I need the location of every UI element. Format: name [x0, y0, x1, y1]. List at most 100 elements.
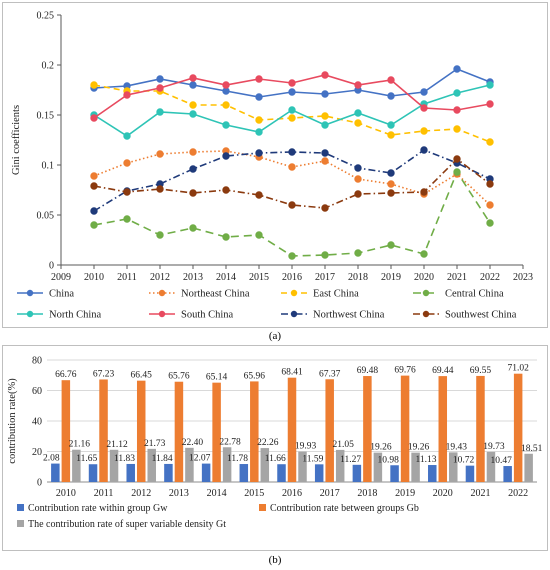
bar-group-2020: 11.13 69.44 19.43 — [415, 366, 467, 482]
x-tick-label: 2020 — [433, 488, 453, 499]
data-label-gw: 12.07 — [189, 454, 211, 464]
data-label-gb: 67.23 — [93, 369, 115, 379]
bar-gb — [287, 377, 297, 482]
bar-gt — [449, 452, 458, 482]
data-point-central-china — [354, 249, 362, 257]
legend-swatch — [17, 504, 24, 511]
legend-label: Northwest China — [313, 310, 385, 321]
data-label-gb: 69.55 — [470, 366, 492, 376]
data-point-northeast-china — [189, 148, 197, 156]
data-point-northeast-china — [156, 150, 164, 158]
data-point-northwest-china — [189, 165, 197, 173]
data-point-southwest-china — [288, 201, 296, 209]
data-point-east-china — [189, 101, 197, 109]
bar-gt — [109, 449, 119, 482]
data-label-gb: 69.44 — [432, 366, 454, 376]
data-label-gw: 2.08 — [43, 454, 60, 464]
data-label-gb: 66.45 — [131, 371, 153, 381]
data-point-northwest-china — [288, 148, 296, 156]
x-tick-label: 2009 — [51, 272, 71, 283]
gini-line-chart: 0 0.05 0.1 0.15 0.2 0.25 2009 2010 2011 2012 2013 2… — [11, 11, 533, 321]
bar-group-2010: 2.08 66.76 21.16 — [43, 370, 90, 482]
legend-swatch-marker — [290, 310, 298, 318]
bar-gw — [428, 465, 437, 482]
series-line-central-china — [93, 170, 491, 257]
series-central-china — [90, 168, 494, 260]
legend-item-southwest-china: Southwest China — [413, 310, 517, 321]
data-point-northwest-china — [420, 146, 428, 154]
legend-swatch-marker — [422, 289, 430, 297]
data-point-southwest-china — [354, 190, 362, 198]
x-tick-label: 2020 — [414, 272, 434, 283]
x-tick-label: 2012 — [131, 488, 151, 499]
data-point-south-china — [255, 75, 263, 83]
data-point-central-china — [90, 221, 98, 229]
bar-gt — [185, 447, 194, 482]
data-label-gb: 69.48 — [357, 366, 379, 376]
data-point-northeast-china — [486, 201, 494, 209]
y-tick-label: 0.25 — [37, 11, 55, 22]
x-tick-label: 2018 — [357, 488, 377, 499]
data-point-east-china — [90, 81, 98, 89]
x-tick-label: 2017 — [315, 272, 335, 283]
x-tick-label: 2011 — [117, 272, 137, 283]
bar-gb — [438, 376, 448, 482]
legend-item-south-china: South China — [149, 310, 234, 321]
data-label-gt: 21.12 — [106, 440, 128, 450]
bar-gw — [126, 463, 135, 482]
legend-swatch — [259, 504, 266, 511]
legend-item-gw: Contribution rate within group Gw — [17, 503, 168, 514]
data-point-east-china — [321, 112, 329, 120]
caption-b: (b) — [268, 554, 282, 566]
y-tick-label: 0.2 — [42, 61, 55, 72]
series-northeast-china — [90, 147, 494, 209]
data-label-gt: 19.26 — [408, 443, 430, 453]
bar-gb — [325, 379, 334, 482]
data-point-northeast-china — [288, 163, 296, 171]
data-point-northwest-china — [354, 164, 362, 172]
data-point-south-china — [321, 71, 329, 79]
bar-gw — [314, 464, 324, 482]
bar-gw — [51, 463, 60, 482]
data-point-southwest-china — [189, 189, 197, 197]
x-tick-label: 2010 — [56, 488, 76, 499]
data-label-gw: 11.78 — [227, 454, 248, 464]
data-point-southwest-china — [387, 189, 395, 197]
data-label-gt: 19.73 — [483, 442, 505, 452]
bar-gt — [260, 448, 270, 482]
contribution-bar-chart: 0 20 40 60 80 contribution rate(%) 2.08 66.76 21… — [7, 356, 543, 531]
y-tick-label: 80 — [32, 356, 42, 367]
y-tick-label: 0.15 — [37, 111, 55, 122]
legend-item-north-china: North China — [17, 310, 102, 321]
x-tick-label: 2012 — [150, 272, 170, 283]
data-point-central-china — [123, 215, 131, 223]
y-tick-label: 40 — [32, 417, 42, 428]
bar-gt — [524, 453, 533, 482]
data-point-china — [156, 75, 164, 83]
data-label-gt: 22.40 — [182, 438, 204, 448]
legend-label: Contribution rate between groups Gb — [270, 503, 419, 514]
data-point-east-china — [453, 125, 461, 133]
data-point-south-china — [288, 79, 296, 87]
data-point-china — [453, 65, 461, 73]
data-label-gw: 11.27 — [340, 455, 361, 465]
data-point-china — [321, 90, 329, 98]
data-point-south-china — [222, 81, 230, 89]
data-point-north-china — [321, 121, 329, 129]
data-point-china — [420, 88, 428, 96]
data-point-south-china — [387, 76, 395, 84]
bar-gw — [503, 466, 512, 482]
data-point-north-china — [486, 81, 494, 89]
bar-group-2015: 11.78 65.96 22.26 — [227, 371, 279, 482]
data-point-northeast-china — [123, 159, 131, 167]
data-label-gt: 22.26 — [257, 438, 279, 448]
bar-gw — [277, 464, 286, 482]
legend-swatch-marker — [26, 310, 34, 318]
bar-gb — [250, 381, 259, 482]
x-tick-label: 2019 — [395, 488, 415, 499]
data-point-northeast-china — [387, 180, 395, 188]
data-label-gt: 18.51 — [521, 444, 543, 454]
y-axis-label: contribution rate(%) — [7, 378, 18, 464]
x-tick-label: 2019 — [381, 272, 401, 283]
data-point-southwest-china — [90, 182, 98, 190]
